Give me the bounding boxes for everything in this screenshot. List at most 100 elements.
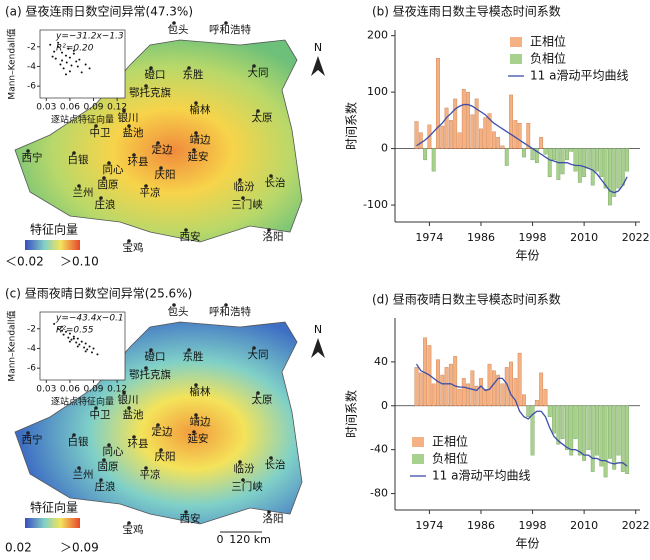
scatter-point (70, 64, 73, 67)
bar (466, 383, 470, 406)
legend-label: 11 a滑动平均曲线 (432, 469, 530, 483)
city-label: 庄浪 (95, 480, 116, 493)
bar (436, 58, 440, 149)
bar (474, 98, 479, 149)
legend-swatch (412, 437, 424, 447)
bar (620, 405, 625, 472)
scatter-point (72, 337, 75, 340)
scatter-point (72, 49, 75, 52)
x-tick-label: 1974 (415, 519, 443, 532)
colorbar-label: ＞0.10 (60, 255, 99, 269)
bar (607, 148, 612, 206)
bar (569, 148, 574, 152)
city-label: 定边 (152, 425, 173, 438)
city-label: 靖边 (190, 415, 211, 428)
x-tick-label: 0.06 (60, 103, 80, 113)
scatter-point (54, 57, 57, 60)
y-tick-label: -4 (27, 62, 36, 72)
city-label: 临汾 (234, 462, 255, 475)
city-dot (267, 228, 271, 232)
city-dot (192, 148, 196, 152)
bar (466, 91, 470, 149)
city-dot (94, 124, 98, 128)
city-dot (224, 21, 228, 25)
x-tick-label: 2022 (622, 519, 650, 532)
bar (530, 148, 535, 161)
bar (595, 405, 599, 456)
bar (517, 122, 522, 149)
scatter-point (53, 50, 56, 53)
scatter-point (64, 54, 67, 57)
city-dot (77, 184, 81, 188)
scatter-point (76, 337, 79, 340)
inset-r2: R²=0.20 (56, 44, 94, 54)
moving-average (415, 363, 628, 467)
city-label: 延安 (188, 432, 209, 445)
city-label: 鄂托克旗 (129, 86, 171, 99)
x-tick-label: 0.06 (60, 385, 80, 395)
bar (530, 405, 535, 456)
city-dot (269, 174, 273, 178)
city-dot (156, 141, 160, 145)
inset-equation: y=−43.4x−0.1 (55, 314, 124, 324)
y-tick-label: 0 (381, 142, 388, 155)
bar (487, 363, 492, 406)
panel-title: (b) 昼夜连雨日数主导模态时间系数 (372, 4, 561, 19)
bar (517, 352, 522, 406)
city-dot (144, 184, 148, 188)
city-dot (132, 153, 136, 157)
bar (461, 378, 466, 406)
bar (414, 121, 419, 149)
bar (522, 148, 526, 158)
city-dot (194, 101, 198, 105)
y-tick-label: -6 (27, 364, 36, 374)
city-dot (241, 478, 245, 482)
scatter-point (68, 332, 71, 335)
city-label: 西宁 (22, 433, 43, 446)
scatter-point (84, 342, 87, 345)
city-label: 三门峡 (231, 198, 263, 211)
city-dot (256, 109, 260, 113)
bar (509, 361, 513, 406)
panel-title: (a) 昼夜连雨日数空间异常(47.3%) (5, 4, 193, 19)
city-dot (144, 84, 148, 88)
legend-label: 正相位 (530, 34, 566, 49)
city-label: 西安 (180, 512, 201, 525)
bar (569, 405, 574, 456)
scatter-point (96, 353, 99, 356)
city-dot (192, 430, 196, 434)
city-dot (172, 21, 176, 25)
bar (457, 132, 462, 149)
city-label: 庆阳 (155, 168, 176, 181)
bar (457, 389, 462, 406)
scatter-point (72, 52, 75, 55)
map-region (14, 321, 303, 525)
bar (496, 137, 501, 149)
bar (479, 128, 483, 149)
bar (487, 113, 492, 149)
scatter-point (51, 55, 54, 58)
city-label: 宝鸡 (123, 241, 144, 254)
scatter-point (67, 336, 70, 339)
inset-ylabel: Mann–Kendall值 (6, 310, 18, 381)
x-tick-label: 1998 (519, 231, 547, 244)
city-dot (252, 64, 256, 68)
city-dot (107, 161, 111, 165)
city-label: 兰州 (73, 186, 94, 199)
city-label: 大同 (248, 66, 269, 79)
bar (616, 148, 621, 189)
city-dot (194, 383, 198, 387)
x-tick-label: 2010 (570, 231, 598, 244)
city-label: 西宁 (22, 151, 43, 164)
bar (573, 405, 578, 439)
y-axis-label: 时间系数 (344, 102, 359, 150)
bar (625, 148, 630, 172)
colorbar (25, 518, 80, 528)
bar (513, 378, 518, 406)
city-label: 平凉 (140, 186, 161, 199)
scatter-point (75, 341, 78, 344)
y-tick-label: -100 (363, 198, 388, 211)
legend-label: 负相位 (530, 51, 566, 66)
scatter-point (70, 338, 73, 341)
